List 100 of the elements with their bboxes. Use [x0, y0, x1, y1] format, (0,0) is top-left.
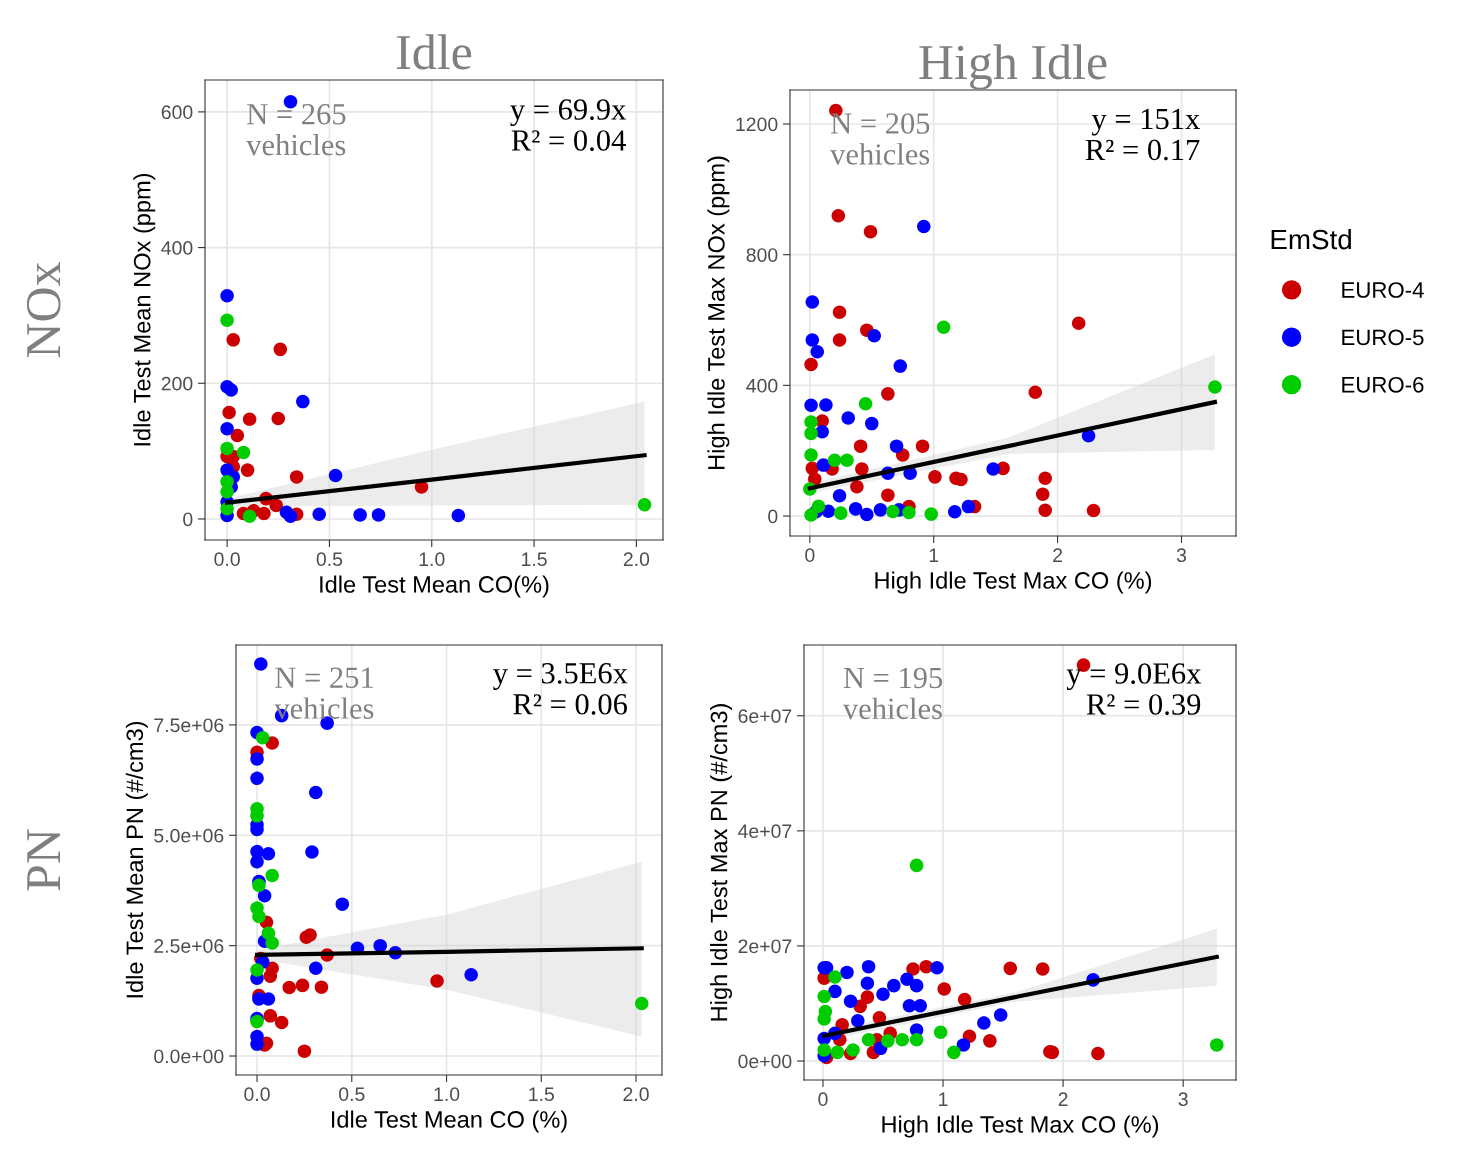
point [840, 965, 854, 980]
point [250, 771, 264, 786]
point [947, 1045, 961, 1060]
point [851, 1013, 865, 1028]
point [861, 959, 876, 974]
point [886, 504, 900, 519]
point [843, 994, 858, 1008]
point [250, 963, 264, 977]
point [948, 505, 962, 519]
point [924, 507, 938, 521]
point [805, 333, 820, 347]
y-tick-label: 0e+00 [738, 1054, 792, 1069]
point [858, 396, 873, 411]
point [986, 462, 1000, 476]
point [909, 1032, 924, 1047]
y-tick-label: 6e+07 [738, 709, 792, 724]
point [220, 421, 234, 436]
point [817, 1043, 831, 1057]
point [895, 1032, 909, 1047]
point [222, 405, 236, 420]
point [889, 439, 904, 453]
point [464, 968, 478, 982]
x-tick-label: 0.0 [244, 1087, 270, 1102]
point [637, 497, 652, 512]
point [254, 657, 268, 671]
point [850, 479, 864, 494]
point [297, 1044, 312, 1058]
point [811, 499, 826, 514]
point [804, 426, 818, 441]
point [860, 507, 874, 522]
point [274, 1015, 289, 1030]
point [273, 342, 288, 357]
point [289, 470, 304, 484]
point [831, 209, 846, 223]
point [913, 999, 927, 1013]
x-axis-title: Idle Test Mean CO (%) [331, 1110, 567, 1133]
x-axis-title: Idle Test Mean CO(%) [320, 575, 549, 598]
x-tick-label: 1 [939, 1092, 948, 1106]
point [261, 847, 276, 861]
point [1210, 1038, 1224, 1052]
point [371, 508, 386, 522]
point [263, 969, 278, 983]
point [867, 328, 882, 343]
point [309, 961, 323, 975]
point [937, 982, 952, 996]
point [250, 855, 264, 869]
point [220, 288, 234, 303]
x-tick-label: 0.0 [214, 552, 240, 567]
point [220, 441, 234, 456]
point [269, 498, 283, 513]
point [373, 938, 387, 953]
y-tick-label: 4e+07 [738, 824, 792, 839]
point [817, 1012, 831, 1026]
y-axis-title: Idle Test Mean NOx (ppm) [133, 173, 156, 446]
point [335, 897, 350, 911]
point [296, 394, 310, 409]
point [634, 996, 649, 1011]
point [224, 383, 238, 397]
point [819, 398, 833, 412]
point [255, 730, 270, 745]
legend-label: EURO-5 [1342, 329, 1424, 346]
point [832, 489, 847, 503]
point [861, 1032, 876, 1047]
annotation: N = 205 vehicles [830, 113, 930, 165]
y-tick-label: 2.5e+06 [154, 939, 224, 953]
point [312, 507, 326, 521]
x-tick-label: 3 [1176, 548, 1187, 563]
point [900, 972, 914, 987]
point [1038, 503, 1052, 517]
point [881, 1034, 895, 1048]
point [1208, 380, 1222, 394]
annotation: N = 265 vehicles [246, 103, 346, 156]
point [915, 439, 930, 453]
point [954, 472, 968, 487]
y-tick-label: 7.5e+06 [154, 718, 224, 733]
annotation: N = 251 vehicles [274, 667, 374, 719]
point [263, 1009, 278, 1023]
point [257, 888, 272, 903]
point [815, 425, 829, 439]
point [957, 992, 972, 1007]
y-tick-label: 0 [768, 509, 778, 524]
point [977, 1016, 991, 1030]
legend-title: EmStd [1271, 228, 1351, 250]
point [265, 936, 279, 950]
point [860, 990, 875, 1004]
point [353, 508, 367, 522]
point [840, 453, 854, 467]
point [451, 508, 466, 523]
point [983, 1034, 997, 1048]
x-axis-title: High Idle Test Max CO (%) [882, 1115, 1159, 1138]
point [804, 448, 818, 462]
point [853, 439, 868, 453]
point [881, 488, 895, 502]
point [804, 508, 818, 522]
x-tick-label: 3 [1178, 1092, 1188, 1107]
point [265, 868, 279, 883]
point [1003, 961, 1018, 976]
point [1035, 962, 1050, 976]
point [930, 961, 944, 975]
point [252, 909, 266, 924]
